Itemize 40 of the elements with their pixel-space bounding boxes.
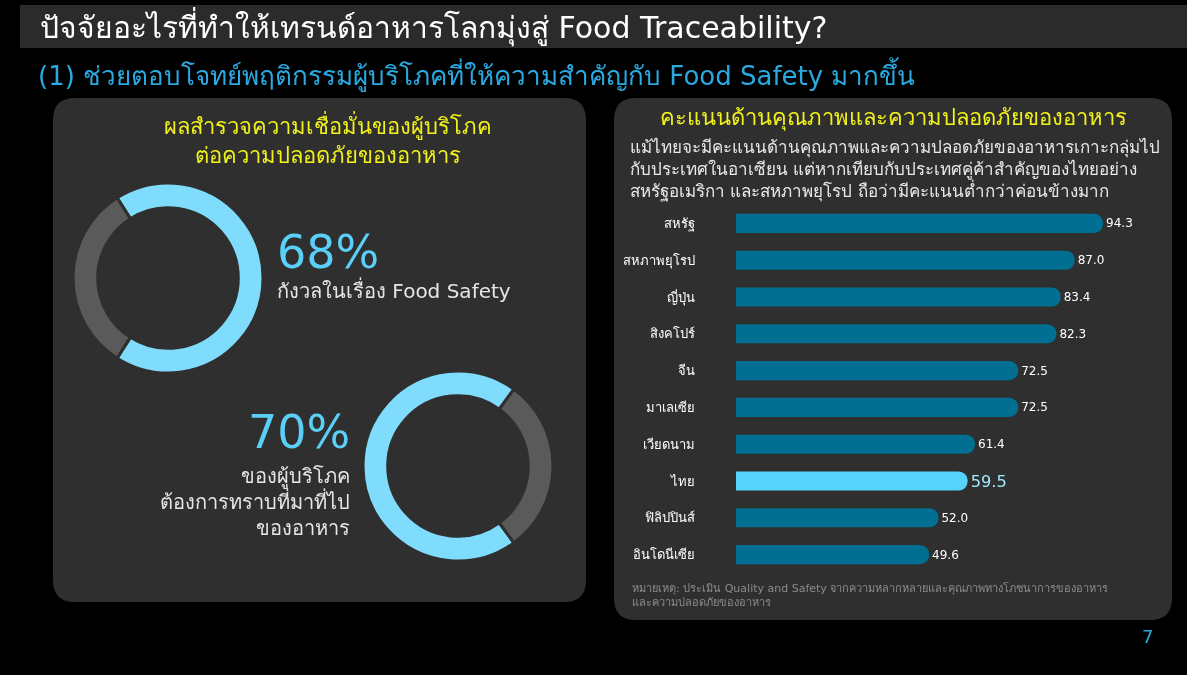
y-tick-label: ญี่ปุ่น [667,288,695,306]
data-label: 61.4 [978,437,1005,452]
slice-label: กังวลในเรื่อง Food Safety [277,277,511,303]
data-label: 59.5 [970,471,1007,491]
y-tick-label: มาเลเซีย [646,399,695,415]
bar [736,434,976,454]
bar [736,324,1057,344]
y-tick-label: จีน [678,363,695,379]
chart-title: ผลสำรวจความเชื่อมั่นของผู้บริโภค ต่อความปลอดภัยของอาหาร [164,111,492,168]
y-tick-label: อินโดนีเซีย [633,547,695,563]
data-label: 49.6 [932,547,959,562]
data-label: 82.3 [1059,326,1087,341]
data-label: 83.4 [1063,290,1091,304]
bar [736,471,968,491]
text: หมายเหตุ: ประเมิน Quality and Safety จากความหลากหลายและคุณภาพทางโภชนาการของอาหาร และความปลอดภัยของอาหาร [632,581,1109,610]
bar [736,213,1104,233]
y-tick-label: สหรัฐ [664,215,695,232]
data-label: 94.3 [1106,216,1133,231]
text: (1) ช่วยตอบโจทย์พฤติกรรมผู้บริโภคที่ให้ความสำคัญกับ Food Safety มากขึ้น [38,57,916,92]
chart-subtitle: แม้ไทยจะมีคะแนนด้านคุณภาพและความปลอดภัยของอาหารเกาะกลุ่มไป กับประเทศในอาเซียน แต่หากเทียบกับประเทศคู่ค้าสำคัญของไทยอย่าง สหรัฐอเมริกา และสหภาพยุโรป ถือว่ามีคะแนนต่ำกว่าค่อนข้างมาก [630,137,1160,203]
y-tick-label: ฟิลิปปินส์ [645,510,695,526]
text: 7 [1142,626,1154,647]
data-label: 52.0 [941,510,969,525]
bar [736,287,1061,307]
data-label: 72.5 [1021,400,1048,415]
y-tick-label: สหภาพยุโรป [623,252,695,269]
text: ปัจจัยอะไรที่ทำให้เทรนด์อาหารโลกมุ่งสู่ Food Traceability? [40,7,828,47]
data-label: 70% [248,405,351,459]
data-label: 87.0 [1077,253,1105,268]
bar [736,397,1019,417]
bar [736,508,939,528]
y-tick-label: เวียดนาม [643,436,695,452]
y-tick-label: สิงคโปร์ [650,326,695,342]
bar [736,545,930,565]
y-tick-label: ไทย [670,473,695,489]
data-label: 72.5 [1021,363,1048,378]
bar [736,250,1075,270]
slice-label: ของผู้บริโภค ต้องการทราบที่มาที่ไป ของอาหาร [160,464,350,540]
chart-title: คะแนนด้านคุณภาพและความปลอดภัยของอาหาร [660,105,1127,131]
bar [736,361,1019,381]
